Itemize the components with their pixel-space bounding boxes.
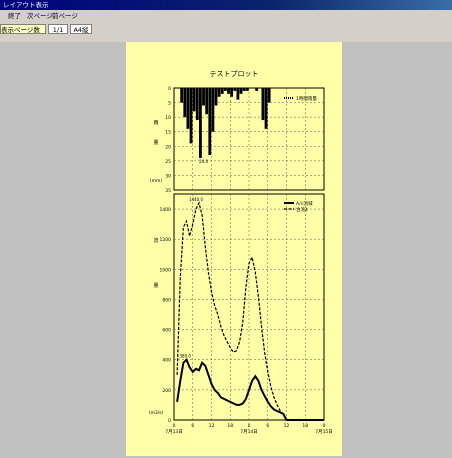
flow-tick-label: 600 — [162, 328, 171, 334]
rain-bar — [230, 88, 234, 97]
flow-series-line — [176, 357, 324, 421]
rain-bar — [202, 88, 205, 106]
flow-ylabel-char: 流 — [153, 237, 158, 244]
page-indicator: 1/1 — [48, 24, 68, 34]
flow-legend-label: 合流4 — [296, 206, 308, 213]
chart-area: テストプロット 0 5 10 15 20 25 30 35 24.0 雨量 (mm) 0 200 400… — [149, 70, 333, 435]
flow-grid — [173, 193, 325, 421]
rain-tick-label: 25 — [165, 159, 171, 165]
flow-xtick-label: 0 — [323, 423, 326, 429]
window-title: レイアウト表示 — [3, 1, 49, 9]
flow-legend-label: A川流域 — [296, 200, 313, 207]
rain-bar — [267, 88, 271, 103]
menu-item-next-page[interactable]: 次ページ — [27, 12, 53, 20]
rain-bar — [199, 88, 202, 158]
menu-item-prev-page[interactable]: 前ページ — [52, 12, 78, 20]
menu-bar: 終了 次ページ 前ページ — [0, 10, 452, 22]
flow-xtick-label: 18 — [302, 423, 308, 429]
rain-bar — [245, 88, 249, 91]
title-bar: レイアウト表示 — [0, 0, 452, 10]
rain-bar — [192, 88, 196, 112]
flow-date-label: 7月14日 — [240, 429, 258, 435]
rain-bar — [220, 88, 224, 94]
rain-bar — [255, 88, 259, 91]
page-sheet: テストプロット 0 5 10 15 20 25 30 35 24.0 雨量 (mm) 0 200 400… — [126, 42, 342, 456]
chart-title: テストプロット — [210, 70, 259, 78]
flow-unit-label: (m3/s) — [149, 410, 164, 416]
flow-tick-label: 1200 — [160, 237, 172, 243]
flow-ylabel-char: 量 — [153, 282, 158, 289]
status-row: 表示ページ数 1/1 A4縦 — [0, 22, 452, 42]
rain-bar — [208, 88, 212, 156]
rain-bar — [217, 88, 221, 97]
rain-bar — [233, 88, 237, 91]
rain-tick-label: 20 — [165, 144, 171, 150]
rain-bars — [180, 88, 271, 158]
rain-tick-label: 35 — [165, 188, 171, 194]
paper-size: A4縦 — [70, 24, 92, 34]
rain-tick-label: 10 — [165, 115, 171, 121]
flow-xtick-label: 0 — [173, 423, 176, 429]
flow-series-line — [176, 201, 324, 421]
rain-bar — [211, 88, 215, 132]
rain-axis: 0 5 10 15 20 25 30 35 24.0 雨量 (mm) — [150, 86, 209, 194]
flow-peak-label: 1440.0 — [189, 197, 203, 202]
rain-bar — [236, 88, 240, 100]
rain-bar — [180, 88, 184, 103]
rain-bar — [239, 88, 243, 94]
rain-tick-label: 5 — [168, 101, 171, 107]
flow-xtick-label: 18 — [227, 423, 233, 429]
flow-xtick-label: 12 — [209, 423, 215, 429]
rain-tick-label: 0 — [168, 86, 171, 92]
flow-xtick-label: 6 — [191, 423, 194, 429]
page-count-label: 表示ページ数 — [0, 24, 46, 34]
flow-tick-label: 0 — [168, 418, 171, 424]
rain-tick-label: 30 — [165, 173, 171, 179]
menu-item-exit[interactable]: 終了 — [8, 12, 21, 20]
flow-tick-label: 1000 — [160, 267, 172, 273]
flow-tick-label: 1400 — [160, 207, 172, 213]
rain-max-label: 24.0 — [199, 159, 208, 164]
rain-bar — [264, 88, 268, 129]
flow-date-label: 7月15日 — [315, 429, 333, 435]
rain-bar — [261, 88, 265, 121]
rain-bar — [189, 88, 193, 144]
flow-xtick-label: 0 — [248, 423, 251, 429]
flow-tick-label: 200 — [162, 388, 171, 394]
rain-bar — [224, 88, 227, 91]
flow-lines — [176, 201, 324, 421]
flow-xtick-label: 6 — [266, 423, 269, 429]
flow-tick-label: 800 — [162, 297, 171, 303]
flow-tick-label: 400 — [162, 358, 171, 364]
rain-ylabel-char: 雨 — [153, 120, 158, 126]
rain-ylabel-char: 量 — [153, 139, 158, 146]
rain-legend-label: 1時間雨量 — [296, 95, 317, 102]
rain-bar — [227, 88, 230, 94]
rain-bar — [205, 88, 209, 115]
flow-xtick-label: 12 — [284, 423, 290, 429]
flow-peak-label: 380.0 — [180, 354, 192, 359]
flow-date-label: 7月13日 — [165, 429, 183, 435]
rain-tick-label: 15 — [165, 130, 171, 136]
preview-canvas: テストプロット 0 5 10 15 20 25 30 35 24.0 雨量 (mm) 0 200 400… — [0, 42, 452, 456]
rain-bar — [242, 88, 246, 91]
rain-bar — [195, 88, 199, 121]
rain-bar — [183, 88, 187, 118]
rain-bar — [214, 88, 218, 106]
rain-bar — [186, 88, 190, 129]
rain-unit-label: (mm) — [150, 178, 163, 184]
